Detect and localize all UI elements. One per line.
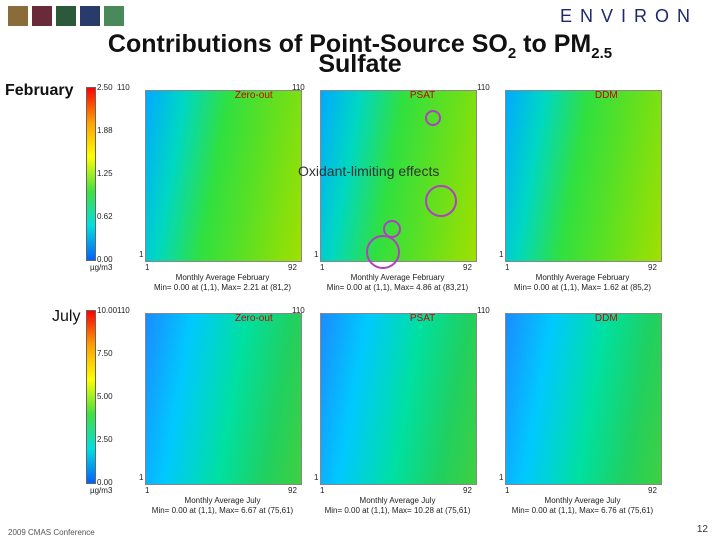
row-label: July xyxy=(52,308,81,325)
stats: Min= 0.00 at (1,1), Max= 2.21 at (81,2) xyxy=(154,283,291,292)
x-axis-left: 1 xyxy=(145,263,150,272)
map xyxy=(505,90,662,262)
panel-method: Zero-out xyxy=(234,90,273,101)
colorbar-tick: 10.00 xyxy=(97,306,118,315)
colorbar-tick: 5.00 xyxy=(97,392,113,401)
highlight-circle xyxy=(425,110,441,126)
colorbar xyxy=(86,87,96,261)
highlight-circle xyxy=(366,235,400,269)
colorbar-tick: 0.62 xyxy=(97,212,113,221)
colorbar-tick: 1.25 xyxy=(97,169,113,178)
x-axis-left: 1 xyxy=(505,486,510,495)
y-axis-bottom: 1 xyxy=(499,250,504,259)
row-label: February xyxy=(5,82,74,99)
map xyxy=(505,313,662,485)
panel-method: PSAT xyxy=(409,313,436,324)
y-axis-top: 110 xyxy=(477,83,490,92)
caption: Monthly Average February xyxy=(535,273,630,282)
y-axis-bottom: 1 xyxy=(499,473,504,482)
colorbar-tick: 2.50 xyxy=(97,83,113,92)
company-logo: ENVIRON xyxy=(559,6,698,26)
y-axis-top: 110 xyxy=(292,83,305,92)
colorbar-tick: 7.50 xyxy=(97,349,113,358)
icon xyxy=(56,6,76,26)
title-text: Sulfate xyxy=(318,50,402,78)
title-text: Contributions of Point-Source SO xyxy=(107,30,508,58)
x-axis-left: 1 xyxy=(145,486,150,495)
x-axis-left: 1 xyxy=(320,486,325,495)
icon xyxy=(8,6,28,26)
stats: Min= 0.00 at (1,1), Max= 10.28 at (75,61… xyxy=(324,506,471,515)
stats: Min= 0.00 at (1,1), Max= 6.67 at (75,61) xyxy=(151,506,294,515)
logo-icons xyxy=(8,6,124,26)
caption: Monthly Average February xyxy=(175,273,270,282)
y-axis-top: 110 xyxy=(117,83,130,92)
y-axis-bottom: 1 xyxy=(314,250,319,259)
stats: Min= 0.00 at (1,1), Max= 4.86 at (83,21) xyxy=(326,283,469,292)
caption: Monthly Average July xyxy=(184,496,261,505)
y-axis-top: 110 xyxy=(117,306,130,315)
colorbar-tick: 0.00 xyxy=(97,478,113,487)
caption: Monthly Average July xyxy=(544,496,621,505)
title: Contributions of Point-Source SO2 to PM2… xyxy=(0,30,720,91)
x-axis-right: 92 xyxy=(648,486,657,495)
footer-conference: 2009 CMAS Conference xyxy=(8,528,95,537)
x-axis-right: 92 xyxy=(648,263,657,272)
stats: Min= 0.00 at (1,1), Max= 1.62 at (85,2) xyxy=(514,283,651,292)
title-subscript: 2.5 xyxy=(591,45,613,62)
y-axis-bottom: 1 xyxy=(139,250,144,259)
colorbar-tick: 1.88 xyxy=(97,126,113,135)
map xyxy=(145,90,302,262)
x-axis-right: 92 xyxy=(288,263,297,272)
colorbar-tick: 0.00 xyxy=(97,255,113,264)
panel-method: PSAT xyxy=(409,90,436,101)
colorbar xyxy=(86,310,96,484)
caption: Monthly Average July xyxy=(359,496,436,505)
map xyxy=(320,313,477,485)
icon xyxy=(32,6,52,26)
y-axis-top: 110 xyxy=(477,306,490,315)
icon xyxy=(104,6,124,26)
x-axis-right: 92 xyxy=(463,263,472,272)
map xyxy=(145,313,302,485)
panel-method: Zero-out xyxy=(234,313,273,324)
x-axis-left: 1 xyxy=(320,263,325,272)
colorbar-unit: µg/m3 xyxy=(90,263,113,272)
y-axis-bottom: 1 xyxy=(314,473,319,482)
caption: Monthly Average February xyxy=(350,273,445,282)
x-axis-left: 1 xyxy=(505,263,510,272)
y-axis-bottom: 1 xyxy=(139,473,144,482)
title-subscript: 2 xyxy=(507,45,517,62)
highlight-circle xyxy=(425,185,457,217)
y-axis-top: 110 xyxy=(292,306,305,315)
colorbar-tick: 2.50 xyxy=(97,435,113,444)
x-axis-right: 92 xyxy=(288,486,297,495)
annotation: Oxidant-limiting effects xyxy=(298,163,440,179)
panel-method: DDM xyxy=(594,90,618,101)
colorbar-unit: µg/m3 xyxy=(90,486,113,495)
x-axis-right: 92 xyxy=(463,486,472,495)
stats: Min= 0.00 at (1,1), Max= 6.76 at (75,61) xyxy=(511,506,654,515)
title-text: to PM xyxy=(516,30,592,58)
page-number: 12 xyxy=(696,524,708,535)
icon xyxy=(80,6,100,26)
panel-method: DDM xyxy=(594,313,618,324)
